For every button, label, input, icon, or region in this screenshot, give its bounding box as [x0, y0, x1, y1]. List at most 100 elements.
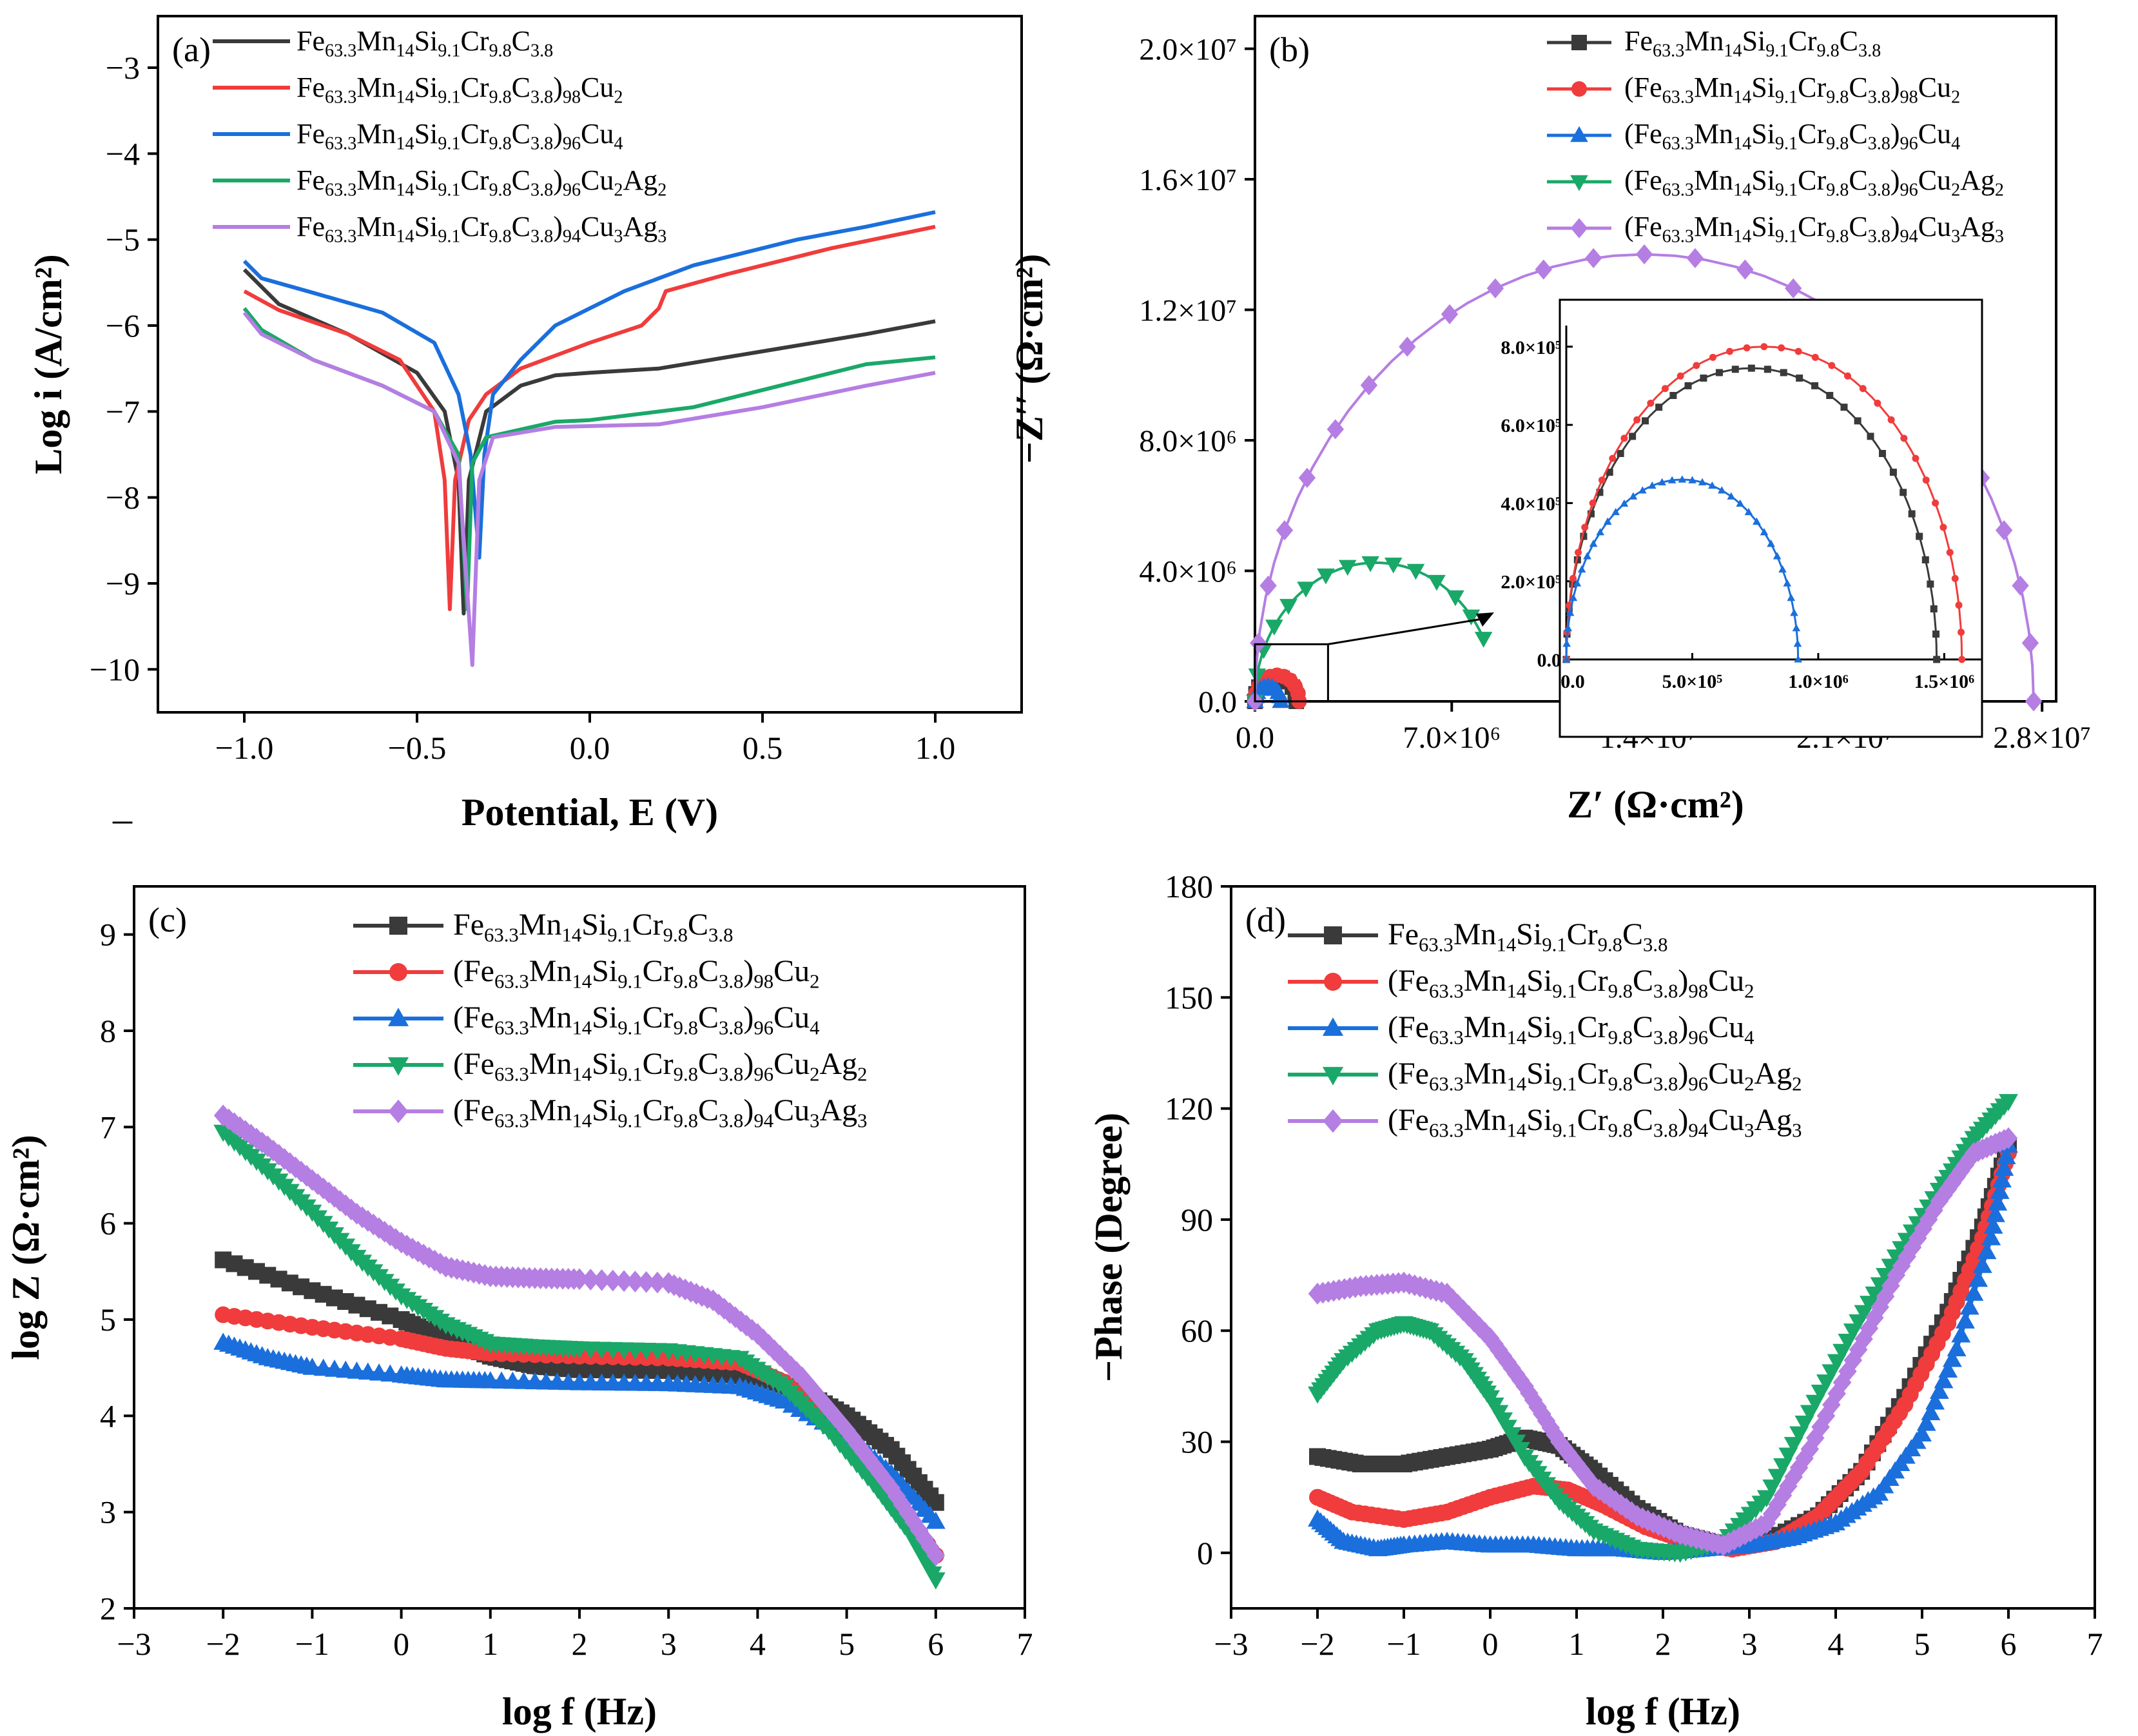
- nyquist-marker: [1446, 590, 1464, 607]
- legend-panel-c-4-sub-6: 3: [810, 1110, 819, 1132]
- legend-a-2-sub-3: 9.8: [489, 134, 511, 154]
- legend-panel-c-3-sub-7: 2: [857, 1064, 867, 1086]
- y-tick-label: 2: [100, 1590, 116, 1626]
- x-tick-label: 1.0: [915, 730, 956, 766]
- inset-marker: [1603, 517, 1612, 525]
- legend-panel-d-4-sub-5: 94: [1688, 1120, 1708, 1142]
- legend-b-4-sub-1: 14: [1733, 227, 1751, 247]
- legend-b-0-label: Fe63.3Mn14Si9.1Cr9.8C3.8​: [1624, 25, 1881, 61]
- legend-a-4-sub-6: 3: [614, 227, 623, 247]
- legend-b-2-el-5: Cu: [1918, 118, 1951, 150]
- bode-marker: [1520, 1382, 1539, 1405]
- legend-panel-c-3-pre: (Fe: [453, 1047, 494, 1081]
- y-axis-label: −Z′′ (Ω·cm²): [1008, 254, 1051, 464]
- bode-marker: [1959, 1297, 1979, 1315]
- panel-b-nyquist: 0.07.0×10⁶1.4×10⁷2.1×10⁷2.8×10⁷0.04.0×10…: [1008, 15, 2091, 826]
- legend-panel-c-2-sub-0: 63.3: [494, 1017, 529, 1039]
- bode-marker: [1947, 1339, 1967, 1356]
- legend-a-4-sub-5: 94: [563, 227, 581, 247]
- inset-marker: [1596, 528, 1604, 536]
- bode-marker: [1892, 1254, 1911, 1277]
- inset-marker: [1569, 593, 1578, 601]
- polarization-curve-0: [242, 268, 936, 616]
- legend-b-1-sub-5: 98: [1900, 88, 1918, 108]
- nyquist-marker: [1338, 560, 1357, 576]
- legend-panel-d-marker-0: [1324, 926, 1342, 944]
- inset-marker: [1946, 549, 1954, 556]
- legend-b-4-el-4: ): [1890, 211, 1900, 242]
- legend-a-0-label: Fe63.3Mn14Si9.1Cr9.8C3.8​: [296, 25, 553, 61]
- panel-label: (b): [1269, 30, 1310, 69]
- inset-marker: [1867, 433, 1874, 440]
- legend-a-3-el-0: Mn: [356, 164, 396, 196]
- legend-panel-d-3-sub-6: 2: [1744, 1073, 1754, 1095]
- legend-a-2-el-1: Si: [414, 118, 438, 150]
- inset-marker: [1840, 404, 1848, 411]
- nyquist-marker: [1428, 574, 1446, 591]
- legend-panel-d-3-sub-3: 9.8: [1608, 1073, 1633, 1095]
- inset-marker: [1717, 486, 1726, 494]
- bode-marker: [1999, 1094, 2018, 1111]
- legend-b-3-el-4: ): [1890, 164, 1900, 196]
- inset-marker: [1794, 655, 1802, 663]
- x-tick-label: 3: [661, 1626, 677, 1662]
- inset-marker: [1715, 369, 1723, 376]
- x-tick-label: −0.5: [388, 730, 447, 766]
- legend-panel-c-1-label: (Fe63.3Mn14Si9.1Cr9.8C3.8)98Cu2​: [453, 954, 820, 993]
- legend-a-1-el-0: Mn: [356, 72, 396, 103]
- inset-marker: [1767, 540, 1775, 547]
- legend-panel-c-3-el-0: Mn: [529, 1047, 572, 1081]
- legend-a-4-el-5: Cu: [581, 211, 614, 242]
- legend-panel-d-2-sub-4: 3.8: [1653, 1027, 1678, 1049]
- nyquist-marker: [1406, 563, 1425, 580]
- bode-marker: [1795, 1447, 1814, 1470]
- legend-b-3-el-0: Mn: [1694, 164, 1733, 196]
- x-tick-label: 0: [393, 1626, 409, 1662]
- legend-panel-d-1-sub-2: 9.1: [1552, 980, 1577, 1002]
- bode-marker: [1849, 1338, 1868, 1361]
- legend-a-0-sub-3: 9.8: [489, 41, 511, 61]
- legend-panel-c-1-sub-1: 14: [572, 971, 592, 993]
- legend-a-4-el-6: Ag: [623, 211, 657, 242]
- nyquist-marker: [1361, 556, 1379, 572]
- legend-panel-c-1-el-4: ): [743, 954, 753, 988]
- legend-panel-c-3-el-2: Cr: [643, 1047, 674, 1081]
- bode-marker: [1805, 1427, 1825, 1449]
- nyquist-marker: [1635, 244, 1653, 265]
- legend-b-4-el-0: Mn: [1694, 211, 1733, 242]
- bode-marker: [1881, 1274, 1900, 1297]
- inset-marker: [1620, 499, 1629, 507]
- legend-a-2-el-2: Cr: [460, 118, 489, 150]
- legend-a-3-sub-1: 14: [396, 180, 414, 200]
- inset-x-tick-label: 5.0×10⁵: [1662, 671, 1723, 692]
- legend-panel-d-3-sub-2: 9.1: [1552, 1073, 1577, 1095]
- inset-marker: [1958, 629, 1965, 636]
- legend-b-2-sub-6: 4: [1951, 134, 1960, 154]
- nyquist-marker: [1736, 259, 1754, 280]
- x-tick-label: 5: [1914, 1626, 1930, 1662]
- legend-a-2-el-5: Cu: [581, 118, 614, 150]
- inset-marker: [1878, 449, 1886, 457]
- legend-panel-d-3-el-5: Cu: [1708, 1057, 1744, 1091]
- inset-marker: [1887, 416, 1895, 424]
- legend-a-0-sub-2: 9.1: [438, 41, 460, 61]
- legend-a-0-sub-0: 63.3: [325, 41, 356, 61]
- legend-b-4-el-3: C: [1849, 211, 1867, 242]
- legend-a-1-sub-2: 9.1: [438, 88, 460, 108]
- inset-marker: [1589, 540, 1598, 547]
- legend-b-1-sub-2: 9.1: [1775, 88, 1798, 108]
- legend-panel-c-3-el-5: Cu: [773, 1047, 810, 1081]
- legend-panel-d-2-el-3: C: [1633, 1010, 1653, 1044]
- legend-b-1-el-3: C: [1849, 72, 1867, 103]
- legend-panel-d-marker-1: [1324, 973, 1342, 991]
- legend-a-3-el-3: C: [512, 164, 530, 196]
- bode-marker: [1541, 1417, 1560, 1439]
- legend-a-1-el-1: Si: [414, 72, 438, 103]
- y-tick-label: 180: [1165, 868, 1213, 904]
- x-tick-label: −1: [295, 1626, 329, 1662]
- polarization-curve-4: [242, 311, 936, 667]
- y-tick-label: 120: [1165, 1091, 1213, 1127]
- bode-marker: [1779, 1475, 1798, 1497]
- legend-a-4-sub-1: 14: [396, 227, 414, 247]
- legend-b-0-sub-0: 63.3: [1653, 41, 1684, 61]
